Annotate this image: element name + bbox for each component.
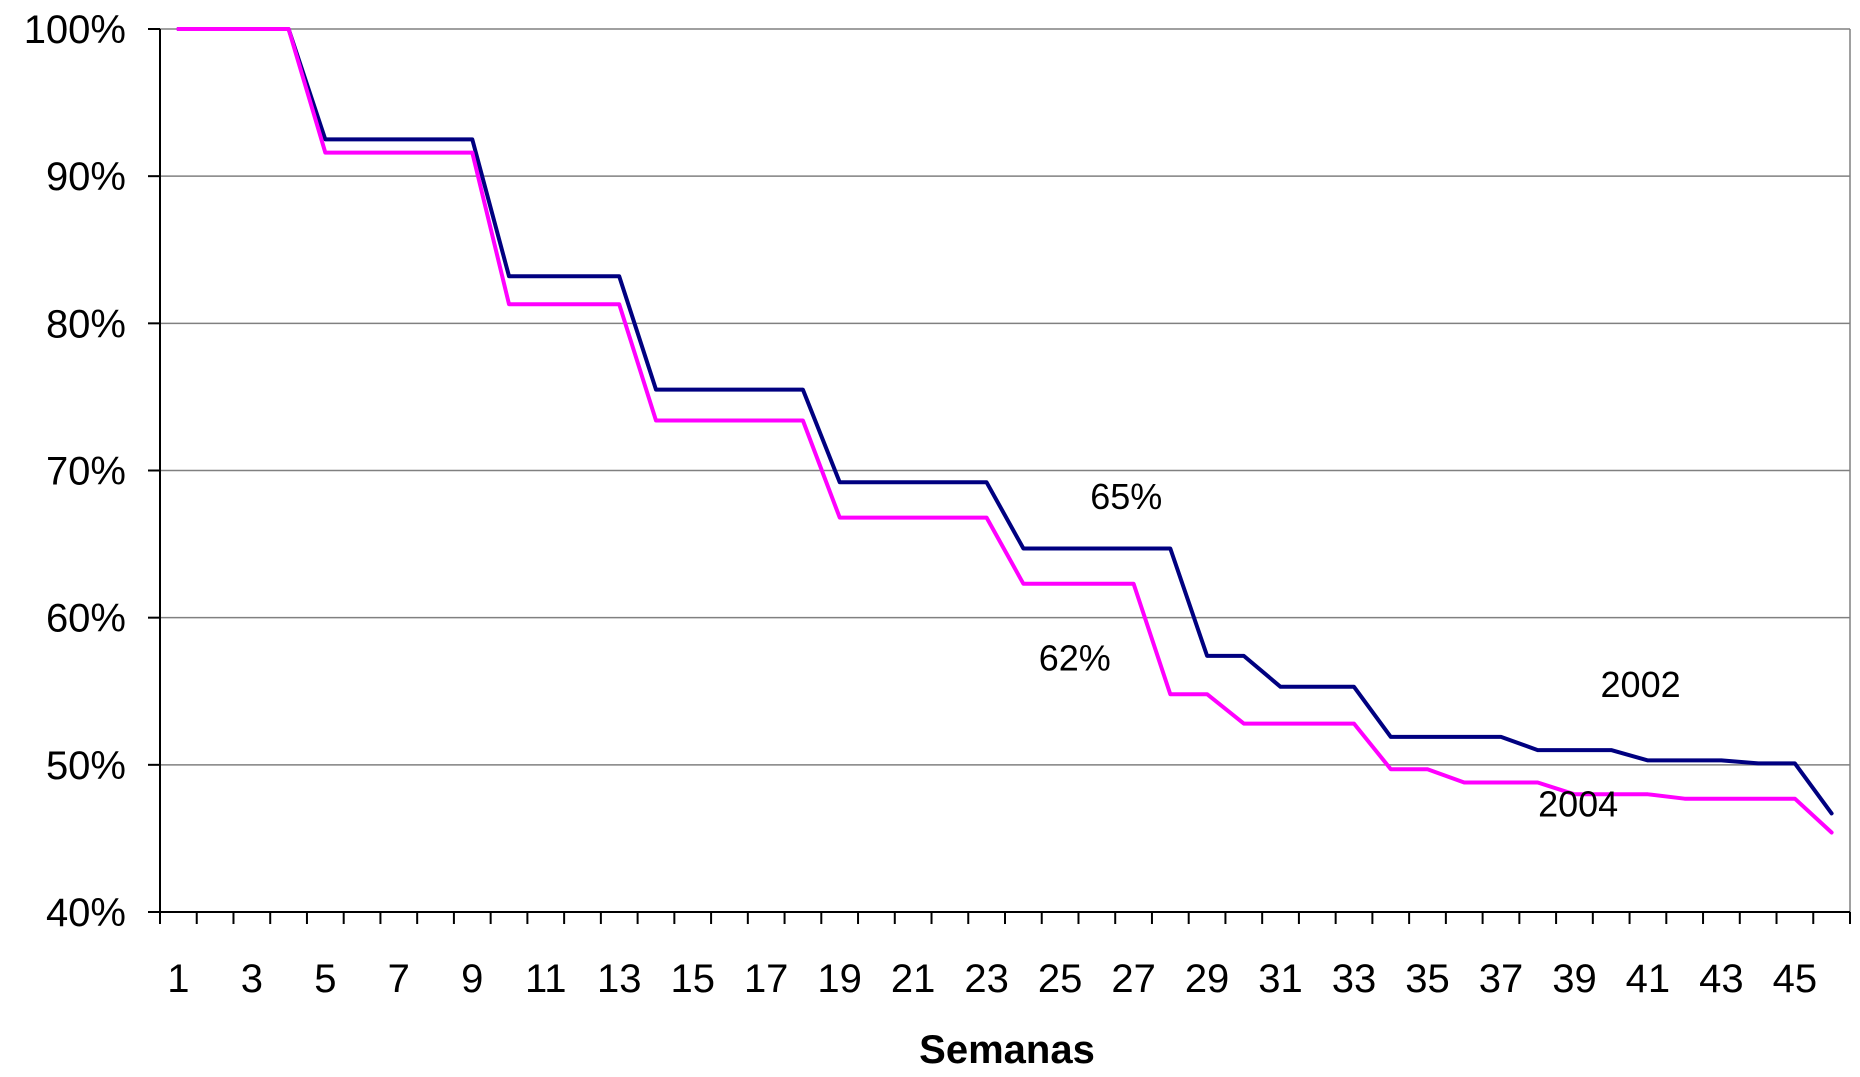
annotation-label: 62% [1039, 638, 1111, 679]
y-tick-label: 70% [46, 450, 126, 494]
x-tick-label: 37 [1479, 957, 1524, 1001]
x-tick-label: 33 [1332, 957, 1377, 1001]
annotation-label: 2002 [1601, 664, 1681, 705]
annotation-label: 2004 [1538, 783, 1618, 824]
x-tick-label: 23 [964, 957, 1009, 1001]
x-tick-label: 43 [1699, 957, 1744, 1001]
x-tick-label: 7 [388, 957, 410, 1001]
x-tick-label: 39 [1552, 957, 1597, 1001]
x-tick-label: 19 [817, 957, 862, 1001]
x-tick-labels: 1 3 5 7 9 11 13 15 17 19 21 23 25 27 29 31 33 35 37 39 41 43 4… [167, 957, 1817, 1001]
series-lines [176, 27, 1834, 835]
x-tick-label: 3 [241, 957, 263, 1001]
x-tick-label: 1 [167, 957, 189, 1001]
x-tick-label: 15 [670, 957, 715, 1001]
y-tick-label: 100% [24, 8, 126, 52]
x-tick-label: 17 [744, 957, 789, 1001]
y-tick-labels: 40% 50% 60% 70% 80% 90% 100% [24, 8, 126, 935]
series-line-2002 [176, 27, 1834, 816]
y-tick-label: 40% [46, 891, 126, 935]
x-tick-label: 29 [1185, 957, 1230, 1001]
x-tick-label: 41 [1626, 957, 1671, 1001]
series-line-2004 [176, 27, 1834, 835]
annotation-label: 65% [1090, 476, 1162, 517]
gridlines [160, 28, 1850, 766]
x-tick-label: 25 [1038, 957, 1083, 1001]
x-tick-label: 31 [1258, 957, 1303, 1001]
y-tick-label: 90% [46, 155, 126, 199]
y-tick-label: 60% [46, 597, 126, 641]
annotations: 65% 62% 2002 2004 [1039, 476, 1681, 825]
x-tick-label: 27 [1111, 957, 1156, 1001]
x-axis-title: Semanas [919, 1028, 1095, 1072]
x-tick-label: 21 [891, 957, 936, 1001]
y-tick-label: 50% [46, 744, 126, 788]
x-tick-label: 9 [461, 957, 483, 1001]
x-tick-label: 5 [314, 957, 336, 1001]
x-tick-label: 11 [525, 957, 567, 1001]
x-tick-label: 13 [597, 957, 642, 1001]
x-tick-label: 45 [1773, 957, 1818, 1001]
axes [148, 28, 1851, 924]
y-tick-label: 80% [46, 302, 126, 346]
x-tick-label: 35 [1405, 957, 1450, 1001]
